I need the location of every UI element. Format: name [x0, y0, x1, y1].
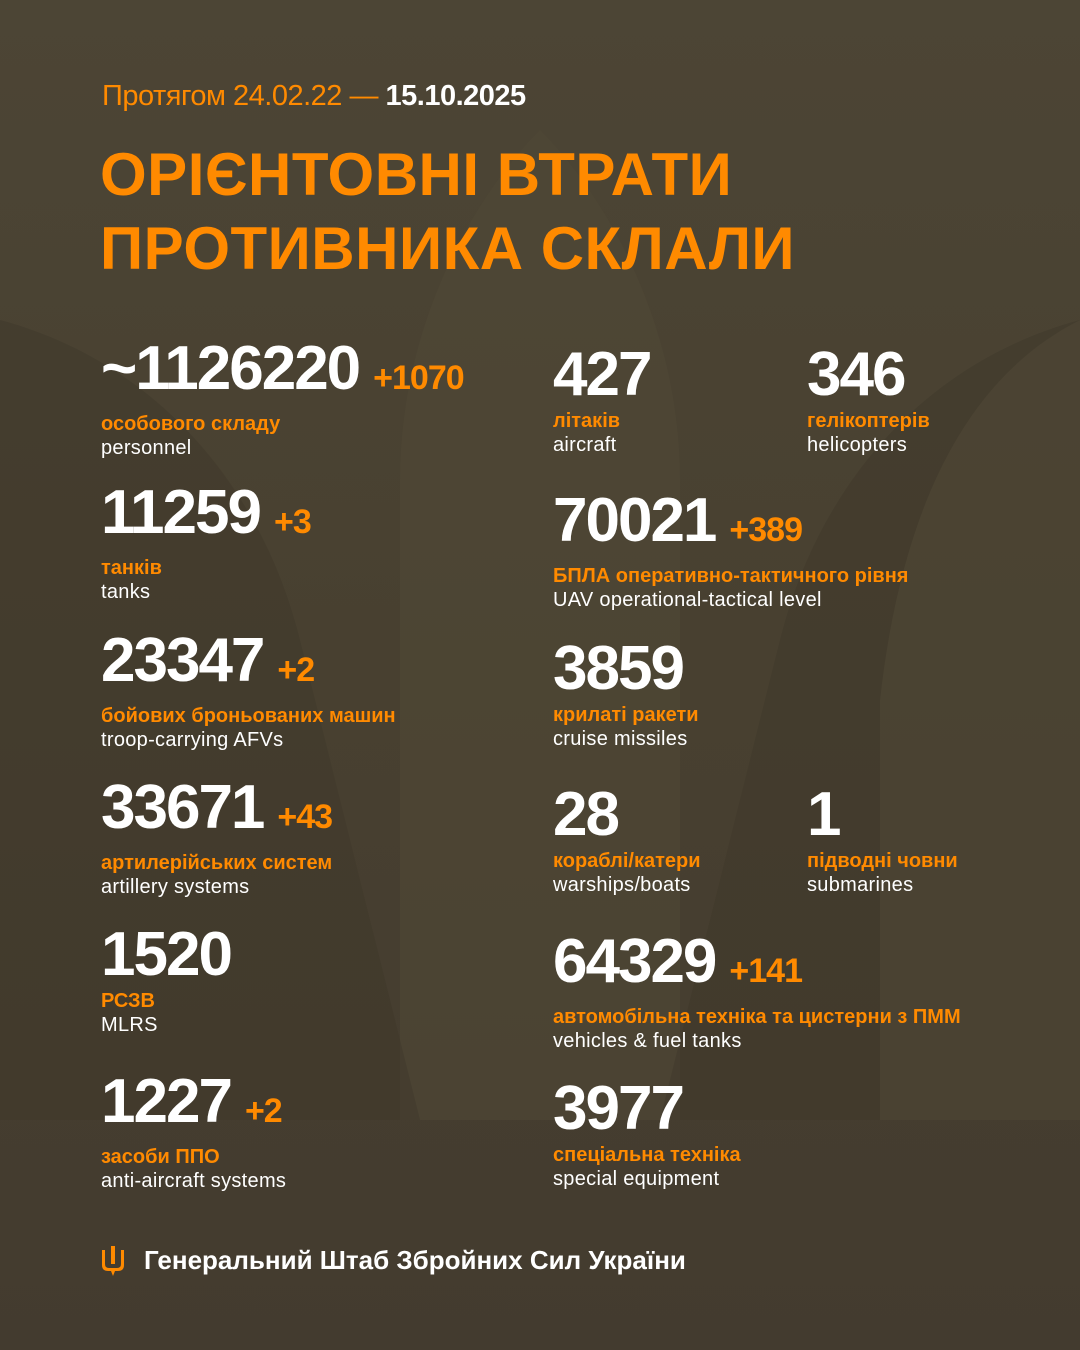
stat-value: 427: [553, 340, 652, 409]
stat-value: 70021: [553, 486, 717, 555]
stat-label-en: helicopters: [807, 434, 908, 456]
trident-icon: [102, 1245, 124, 1276]
stat-delta: +2: [244, 1092, 283, 1130]
stat-submarines: 1 підводні човни submarines: [807, 783, 958, 898]
stat-value: 28: [553, 780, 620, 849]
stat-uav: 70021 +389 БПЛА оперативно-тактичного рів…: [553, 489, 908, 613]
stat-artillery: 33671 +43 артилерійських систем artillery…: [101, 773, 333, 900]
stat-personnel: ~1126220 +1070 особового складу personnel: [101, 334, 465, 461]
stat-cruise-missiles: 3859 крилаті ракети cruise missiles: [553, 637, 699, 752]
stat-label-en: UAV operational-tactical level: [553, 589, 822, 611]
stat-value: 346: [807, 340, 906, 409]
stat-label-ua: РСЗВ: [101, 990, 155, 1012]
stat-afvs: 23347 +2 бойових броньованих машин troop-…: [101, 629, 396, 753]
stat-value: 33671: [101, 773, 265, 842]
stat-warships: 28 кораблі/катери warships/boats: [553, 783, 701, 898]
stat-label-ua: гелікоптерів: [807, 410, 930, 432]
stat-label-en: tanks: [101, 581, 151, 603]
title-line-2: ПРОТИВНИКА СКЛАЛИ: [100, 215, 796, 282]
stat-value: 1227: [101, 1067, 233, 1136]
stat-anti-aircraft: 1227 +2 засоби ППО anti-aircraft systems: [101, 1070, 286, 1194]
stat-tanks: 11259 +3 танків tanks: [101, 478, 312, 605]
stat-vehicles: 64329 +141 автомобільна техніка та цистер…: [553, 930, 961, 1054]
period-subtitle: Протягом 24.02.22 — 15.10.2025: [102, 80, 526, 113]
stat-label-en: cruise missiles: [553, 728, 688, 750]
stat-delta: +2: [277, 651, 315, 689]
footer: Генеральний Штаб Збройних Сил України: [100, 1245, 686, 1276]
stat-label-en: MLRS: [101, 1014, 158, 1036]
stat-delta: +1070: [373, 359, 464, 397]
stat-value: ~1126220: [101, 334, 361, 403]
stat-value: 3977: [553, 1074, 685, 1143]
stat-value: 1: [807, 780, 842, 849]
stat-label-ua: спеціальна техніка: [553, 1144, 741, 1166]
stat-value: 3859: [553, 634, 685, 703]
stat-label-ua: крилаті ракети: [553, 704, 699, 726]
stat-delta: +141: [729, 952, 803, 990]
stat-special-equipment: 3977 спеціальна техніка special equipmen…: [553, 1077, 741, 1192]
stat-value: 11259: [101, 478, 262, 547]
stat-label-en: artillery systems: [101, 876, 250, 898]
stat-value: 23347: [101, 626, 265, 695]
stat-label-ua: підводні човни: [807, 850, 958, 872]
period-end: 15.10.2025: [385, 80, 527, 112]
stat-value: 1520: [101, 920, 233, 989]
stat-label-en: vehicles & fuel tanks: [553, 1030, 742, 1052]
stat-label-ua: особового складу: [101, 413, 281, 435]
stat-label-ua: автомобільна техніка та цистерни з ПММ: [553, 1006, 961, 1028]
organization-name: Генеральний Штаб Збройних Сил України: [144, 1245, 686, 1275]
stat-label-ua: літаків: [553, 410, 621, 432]
stat-delta: +3: [274, 503, 312, 541]
stat-label-ua: танків: [101, 557, 162, 579]
stat-value: 64329: [553, 927, 717, 996]
period-start: Протягом 24.02.22 —: [102, 80, 378, 112]
stat-label-ua: БПЛА оперативно-тактичного рівня: [553, 565, 909, 587]
page-title: ОРІЄНТОВНІ ВТРАТИ ПРОТИВНИКА СКЛАЛИ: [100, 138, 795, 286]
stat-label-en: troop-carrying AFVs: [101, 729, 284, 751]
stat-label-en: special equipment: [553, 1168, 720, 1190]
stat-delta: +43: [277, 798, 333, 836]
stat-mlrs: 1520 РСЗВ MLRS: [101, 920, 233, 1038]
stat-label-en: warships/boats: [553, 874, 691, 896]
stat-label-ua: артилерійських систем: [101, 852, 333, 874]
stat-label-ua: засоби ППО: [101, 1146, 220, 1168]
stat-label-en: personnel: [101, 437, 192, 459]
stat-label-ua: кораблі/катери: [553, 850, 701, 872]
stat-helicopters: 346 гелікоптерів helicopters: [807, 343, 930, 458]
stat-label-ua: бойових броньованих машин: [101, 705, 396, 727]
stat-delta: +389: [729, 511, 803, 549]
stat-aircraft: 427 літаків aircraft: [553, 340, 652, 458]
stat-label-en: aircraft: [553, 434, 617, 456]
stat-label-en: anti-aircraft systems: [101, 1170, 287, 1192]
title-line-1: ОРІЄНТОВНІ ВТРАТИ: [100, 141, 733, 208]
stat-label-en: submarines: [807, 874, 914, 896]
